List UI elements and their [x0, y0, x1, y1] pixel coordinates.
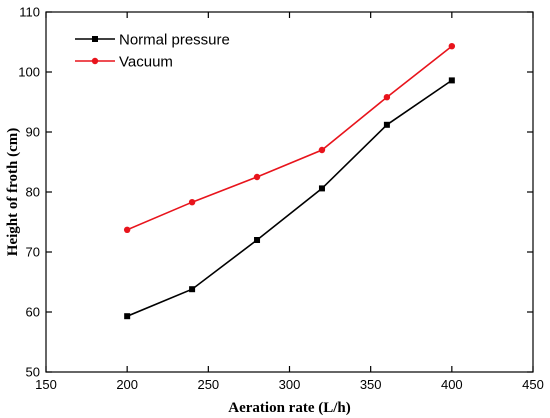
x-tick-label: 350: [360, 377, 382, 392]
y-tick-label: 110: [19, 5, 40, 20]
x-tick-label: 450: [522, 377, 544, 392]
y-tick-label: 70: [26, 245, 40, 260]
y-tick-label: 80: [26, 185, 40, 200]
series-2: [123, 43, 456, 233]
data-point: [448, 77, 455, 84]
data-point: [318, 185, 325, 192]
x-tick-label: 200: [116, 377, 138, 392]
series-line: [126, 45, 453, 231]
data-point: [253, 173, 261, 181]
x-axis-title: Aeration rate (L/h): [228, 400, 350, 416]
data-point: [448, 43, 456, 50]
x-tick-label: 300: [279, 377, 301, 392]
y-axis: 50 60 70 80 90 100 110: [18, 5, 533, 380]
legend: Normal pressure Vacuum: [75, 32, 230, 71]
series-1: [124, 77, 455, 320]
series-line: [126, 79, 453, 317]
x-tick-label: 250: [197, 377, 219, 392]
x-axis: 150 200 250 300 350 400 450: [35, 12, 544, 392]
legend-label: Normal pressure: [119, 32, 230, 49]
y-tick-label: 100: [18, 65, 40, 80]
data-point: [123, 226, 131, 233]
data-point: [189, 286, 196, 293]
legend-label: Vacuum: [119, 54, 173, 71]
legend-entry: Vacuum: [75, 54, 173, 71]
data-point: [124, 313, 131, 320]
x-tick-label: 400: [441, 377, 463, 392]
legend-marker: [91, 57, 99, 65]
data-point: [383, 94, 391, 101]
y-tick-label: 50: [26, 365, 40, 380]
x-tick-label: 150: [35, 377, 57, 392]
legend-entry: Normal pressure: [75, 32, 230, 49]
data-point: [254, 237, 261, 243]
y-axis-title: Height of froth (cm): [5, 128, 21, 256]
legend-marker: [92, 36, 98, 42]
y-tick-label: 90: [26, 125, 40, 140]
y-tick-label: 60: [26, 305, 40, 320]
data-point: [188, 199, 196, 206]
data-point: [383, 121, 390, 128]
data-point: [318, 146, 326, 154]
series-layer: [123, 43, 456, 320]
